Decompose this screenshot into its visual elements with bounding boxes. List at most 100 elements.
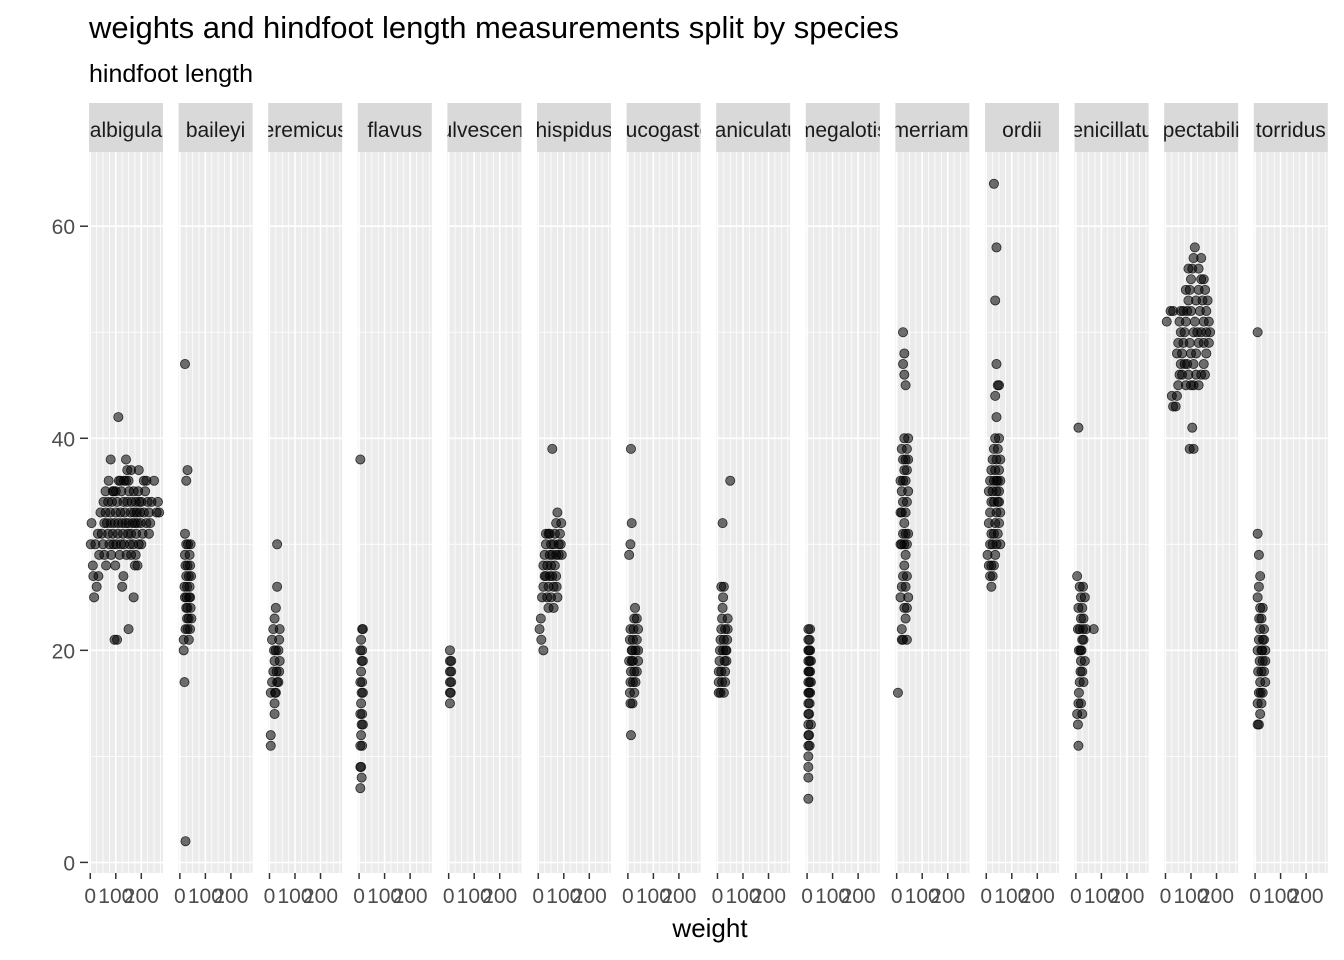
data-point — [720, 624, 731, 635]
data-point — [803, 751, 814, 762]
data-point — [900, 475, 911, 486]
data-point — [1173, 337, 1184, 348]
data-point — [1255, 687, 1266, 698]
data-point — [152, 496, 163, 507]
panel-background — [716, 152, 791, 873]
y-tick-label: 20 — [52, 640, 75, 663]
x-tick-label: 0 — [801, 885, 813, 908]
data-point — [117, 581, 128, 592]
data-point — [1255, 708, 1266, 719]
data-point — [624, 634, 635, 645]
data-point — [991, 486, 1002, 497]
data-point — [901, 634, 912, 645]
data-point — [803, 772, 814, 783]
data-point — [1198, 274, 1209, 285]
data-point — [1260, 677, 1271, 688]
data-point — [1253, 666, 1264, 677]
data-point — [556, 549, 567, 560]
data-point — [555, 539, 566, 550]
data-point — [805, 655, 816, 666]
data-point — [128, 592, 139, 603]
data-point — [625, 624, 636, 635]
data-point — [804, 730, 815, 741]
data-point — [1255, 571, 1266, 582]
data-point — [181, 475, 192, 486]
data-point — [1257, 645, 1268, 656]
data-point — [546, 539, 557, 550]
data-point — [805, 666, 816, 677]
facet-strip-label: albigula — [90, 119, 163, 142]
data-point — [805, 624, 816, 635]
x-tick-label: 100 — [905, 885, 940, 908]
data-point — [1174, 316, 1185, 327]
facet-strip-label: penicillatus — [1060, 119, 1164, 142]
data-point — [1077, 666, 1088, 677]
data-point — [718, 645, 729, 656]
data-point — [269, 698, 280, 709]
data-point — [444, 645, 455, 656]
data-point — [91, 581, 102, 592]
y-axis: 0 20 40 60 — [52, 216, 88, 875]
data-point — [1077, 708, 1088, 719]
data-point — [627, 698, 638, 709]
data-point — [356, 772, 367, 783]
data-point — [633, 655, 644, 666]
facet-strip — [805, 103, 880, 152]
data-point — [1184, 337, 1195, 348]
data-point — [357, 740, 368, 751]
data-point — [274, 655, 285, 666]
panel-background — [268, 152, 343, 873]
data-point — [1253, 549, 1264, 560]
data-point — [535, 613, 546, 624]
data-point — [803, 793, 814, 804]
x-tick-label: 100 — [1084, 885, 1119, 908]
data-point — [629, 687, 640, 698]
data-point — [110, 560, 121, 571]
data-point — [899, 602, 910, 613]
data-point — [546, 592, 557, 603]
data-point — [446, 677, 457, 688]
data-point — [990, 295, 1001, 306]
data-point — [356, 666, 367, 677]
panel-background — [626, 152, 701, 873]
data-point — [990, 549, 1001, 560]
x-tick-label: 100 — [725, 885, 760, 908]
data-point — [549, 560, 560, 571]
x-tick-label: 0 — [264, 885, 276, 908]
data-point — [551, 571, 562, 582]
data-point — [900, 581, 911, 592]
data-point — [179, 359, 190, 370]
data-point — [899, 369, 910, 380]
data-point — [123, 624, 134, 635]
data-point — [805, 719, 816, 730]
facet-strip — [626, 103, 701, 152]
x-tick-label: 0 — [980, 885, 992, 908]
data-point — [103, 475, 114, 486]
data-point — [179, 528, 190, 539]
data-point — [1075, 645, 1086, 656]
data-point — [1175, 306, 1186, 317]
data-point — [1183, 263, 1194, 274]
y-tick-label: 40 — [52, 428, 75, 451]
data-point — [994, 496, 1005, 507]
data-point — [269, 708, 280, 719]
data-point — [355, 783, 366, 794]
chart-title: weights and hindfoot length measurements… — [89, 10, 899, 45]
facet-strip — [447, 103, 522, 152]
x-tick-label: 0 — [532, 885, 544, 908]
data-point — [892, 687, 903, 698]
facet-strip — [357, 103, 432, 152]
data-point — [804, 740, 815, 751]
data-point — [86, 518, 97, 529]
data-point — [272, 677, 283, 688]
data-point — [804, 634, 815, 645]
data-point — [552, 507, 563, 518]
data-point — [272, 581, 283, 592]
x-tick-label: 100 — [457, 885, 492, 908]
data-point — [718, 592, 729, 603]
data-point — [1196, 253, 1207, 264]
data-point — [121, 454, 132, 465]
data-point — [625, 539, 636, 550]
